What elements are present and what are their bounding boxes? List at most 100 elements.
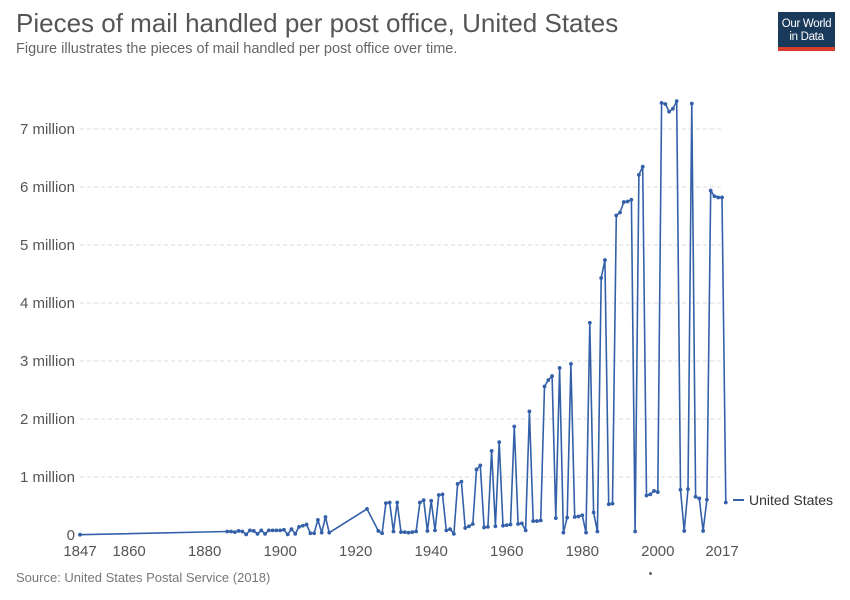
data-point[interactable] — [667, 109, 672, 114]
data-point[interactable] — [493, 524, 498, 529]
data-point[interactable] — [644, 493, 649, 498]
data-point[interactable] — [463, 526, 468, 530]
data-point[interactable] — [485, 524, 490, 529]
data-point[interactable] — [576, 514, 581, 519]
data-point[interactable] — [678, 487, 683, 492]
data-point[interactable] — [470, 522, 475, 526]
data-point[interactable] — [655, 490, 660, 494]
data-point[interactable] — [391, 529, 396, 534]
data-point[interactable] — [278, 528, 283, 533]
data-point[interactable] — [474, 467, 479, 472]
data-point[interactable] — [365, 507, 369, 511]
data-point[interactable] — [723, 500, 728, 505]
data-point[interactable] — [531, 519, 536, 523]
data-point[interactable] — [410, 530, 415, 534]
data-point[interactable] — [542, 384, 547, 389]
data-point[interactable] — [689, 101, 694, 106]
data-point[interactable] — [704, 497, 709, 502]
data-point[interactable] — [701, 529, 706, 533]
data-point[interactable] — [467, 524, 471, 529]
series-line[interactable] — [79, 100, 727, 536]
data-point[interactable] — [652, 489, 656, 493]
data-point[interactable] — [270, 528, 275, 533]
data-point[interactable] — [289, 527, 294, 532]
data-point[interactable] — [285, 532, 290, 537]
data-point[interactable] — [297, 524, 301, 529]
data-point[interactable] — [440, 492, 445, 497]
data-point[interactable] — [482, 525, 486, 530]
data-point[interactable] — [414, 529, 419, 534]
data-point[interactable] — [550, 374, 554, 378]
data-point[interactable] — [387, 500, 392, 505]
data-point[interactable] — [319, 530, 324, 535]
data-point[interactable] — [323, 515, 328, 519]
data-point[interactable] — [383, 501, 388, 505]
data-point[interactable] — [633, 529, 638, 534]
data-point[interactable] — [225, 529, 230, 534]
data-point[interactable] — [508, 522, 513, 527]
data-point[interactable] — [425, 529, 430, 533]
data-point[interactable] — [516, 522, 520, 526]
data-point[interactable] — [436, 493, 441, 497]
data-point[interactable] — [519, 521, 524, 526]
data-point[interactable] — [421, 498, 426, 503]
source-note[interactable]: Source: United States Postal Service (20… — [16, 570, 271, 585]
data-point[interactable] — [603, 258, 607, 262]
data-point[interactable] — [523, 528, 528, 533]
data-point[interactable] — [497, 440, 502, 445]
data-point[interactable] — [444, 528, 449, 533]
data-point[interactable] — [674, 99, 679, 104]
data-point[interactable] — [580, 513, 585, 518]
data-point[interactable] — [512, 424, 517, 429]
data-point[interactable] — [251, 529, 256, 533]
data-point[interactable] — [455, 482, 460, 486]
data-point[interactable] — [429, 498, 434, 503]
data-point[interactable] — [229, 529, 233, 534]
data-point[interactable] — [546, 378, 551, 383]
data-point[interactable] — [591, 510, 596, 515]
data-point[interactable] — [399, 530, 403, 534]
data-point[interactable] — [395, 500, 400, 505]
data-point[interactable] — [671, 106, 675, 111]
data-point[interactable] — [708, 188, 713, 193]
data-point[interactable] — [248, 528, 252, 533]
owid-logo[interactable]: Our World in Data — [778, 12, 835, 51]
data-point[interactable] — [282, 527, 286, 532]
legend-label[interactable]: United States — [749, 492, 833, 508]
data-point[interactable] — [417, 500, 422, 505]
data-point[interactable] — [244, 532, 249, 537]
data-point[interactable] — [621, 200, 626, 204]
data-point[interactable] — [504, 523, 509, 528]
data-point[interactable] — [637, 172, 641, 177]
data-point[interactable] — [572, 515, 577, 519]
data-point[interactable] — [663, 102, 668, 106]
data-point[interactable] — [448, 527, 452, 532]
data-point[interactable] — [697, 496, 702, 501]
data-point[interactable] — [648, 492, 653, 497]
data-point[interactable] — [595, 529, 600, 534]
data-point[interactable] — [640, 164, 645, 169]
data-point[interactable] — [686, 487, 690, 492]
data-point[interactable] — [712, 194, 717, 199]
data-point[interactable] — [236, 529, 241, 533]
data-point[interactable] — [300, 523, 305, 528]
data-point[interactable] — [565, 515, 570, 520]
data-point[interactable] — [293, 531, 298, 536]
data-point[interactable] — [659, 101, 664, 105]
data-point[interactable] — [255, 531, 260, 536]
data-point[interactable] — [478, 463, 483, 468]
data-point[interactable] — [587, 320, 592, 325]
data-point[interactable] — [693, 494, 698, 499]
data-point[interactable] — [610, 501, 615, 506]
data-point[interactable] — [451, 531, 456, 536]
data-point[interactable] — [304, 522, 309, 527]
data-point[interactable] — [527, 409, 532, 414]
data-point[interactable] — [433, 528, 437, 533]
data-point[interactable] — [501, 523, 505, 528]
data-point[interactable] — [614, 213, 619, 218]
data-point[interactable] — [266, 528, 271, 533]
data-point[interactable] — [274, 528, 279, 533]
data-point[interactable] — [720, 195, 724, 200]
data-point[interactable] — [402, 530, 407, 534]
data-point[interactable] — [240, 529, 245, 534]
